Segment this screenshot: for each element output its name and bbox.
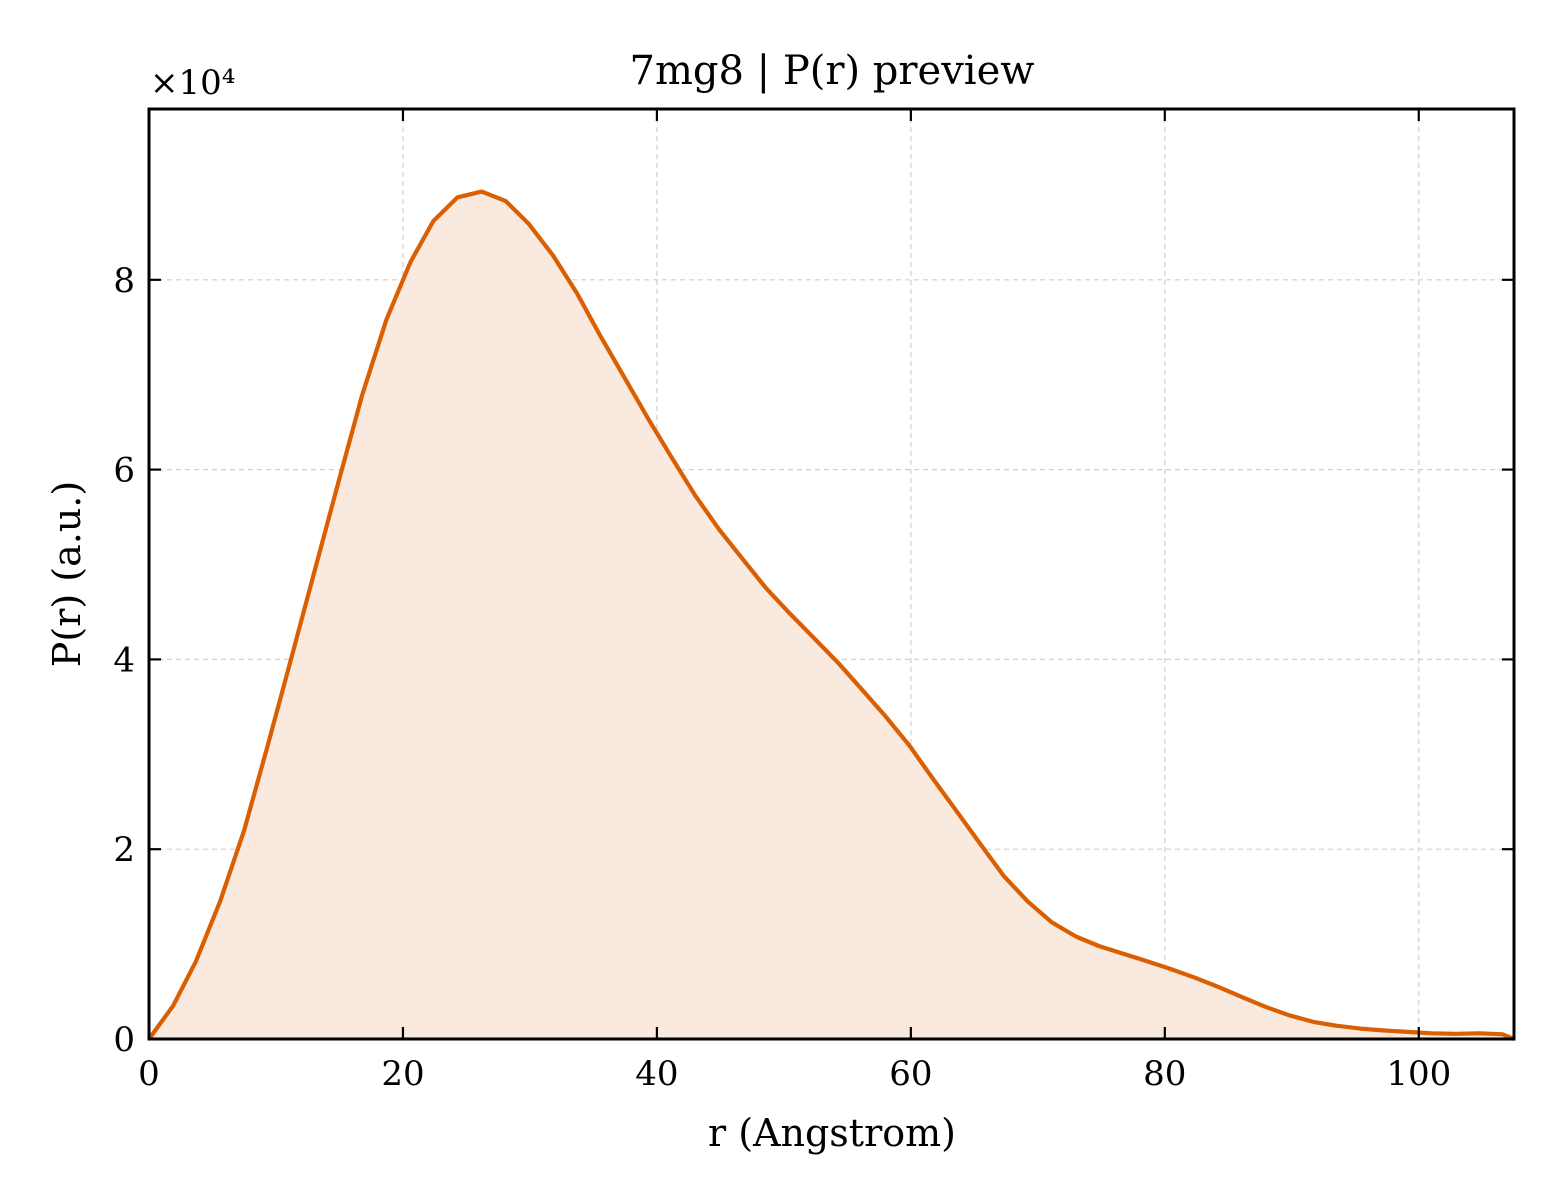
y-tick-label: 8 [113, 261, 135, 301]
chart-title: 7mg8 | P(r) preview [630, 48, 1035, 94]
y-tick-labels: 0 2 4 6 8 [113, 261, 135, 1060]
x-tick-label: 20 [381, 1054, 424, 1094]
x-tick-label: 0 [138, 1054, 160, 1094]
plot-frame [147, 107, 1516, 1041]
y-tick-label: 2 [113, 830, 135, 870]
area-fill [149, 191, 1514, 1040]
y-tick-label: 6 [113, 451, 135, 491]
x-tick-label: 100 [1386, 1054, 1451, 1094]
y-tick-label: 4 [113, 640, 135, 680]
x-tick-labels: 0 20 40 60 80 100 [138, 1054, 1451, 1094]
pr-series-line [147, 189, 1515, 1041]
y-tick-label: 0 [113, 1020, 135, 1060]
x-tick-label: 60 [889, 1054, 932, 1094]
x-axis-label: r (Angstrom) [708, 1111, 956, 1155]
axis-ticks [147, 109, 1514, 1041]
y-axis-label: P(r) (a.u.) [45, 481, 89, 667]
x-tick-label: 40 [635, 1054, 678, 1094]
x-tick-label: 80 [1143, 1054, 1186, 1094]
y-multiplier-label: ×10⁴ [150, 63, 235, 103]
